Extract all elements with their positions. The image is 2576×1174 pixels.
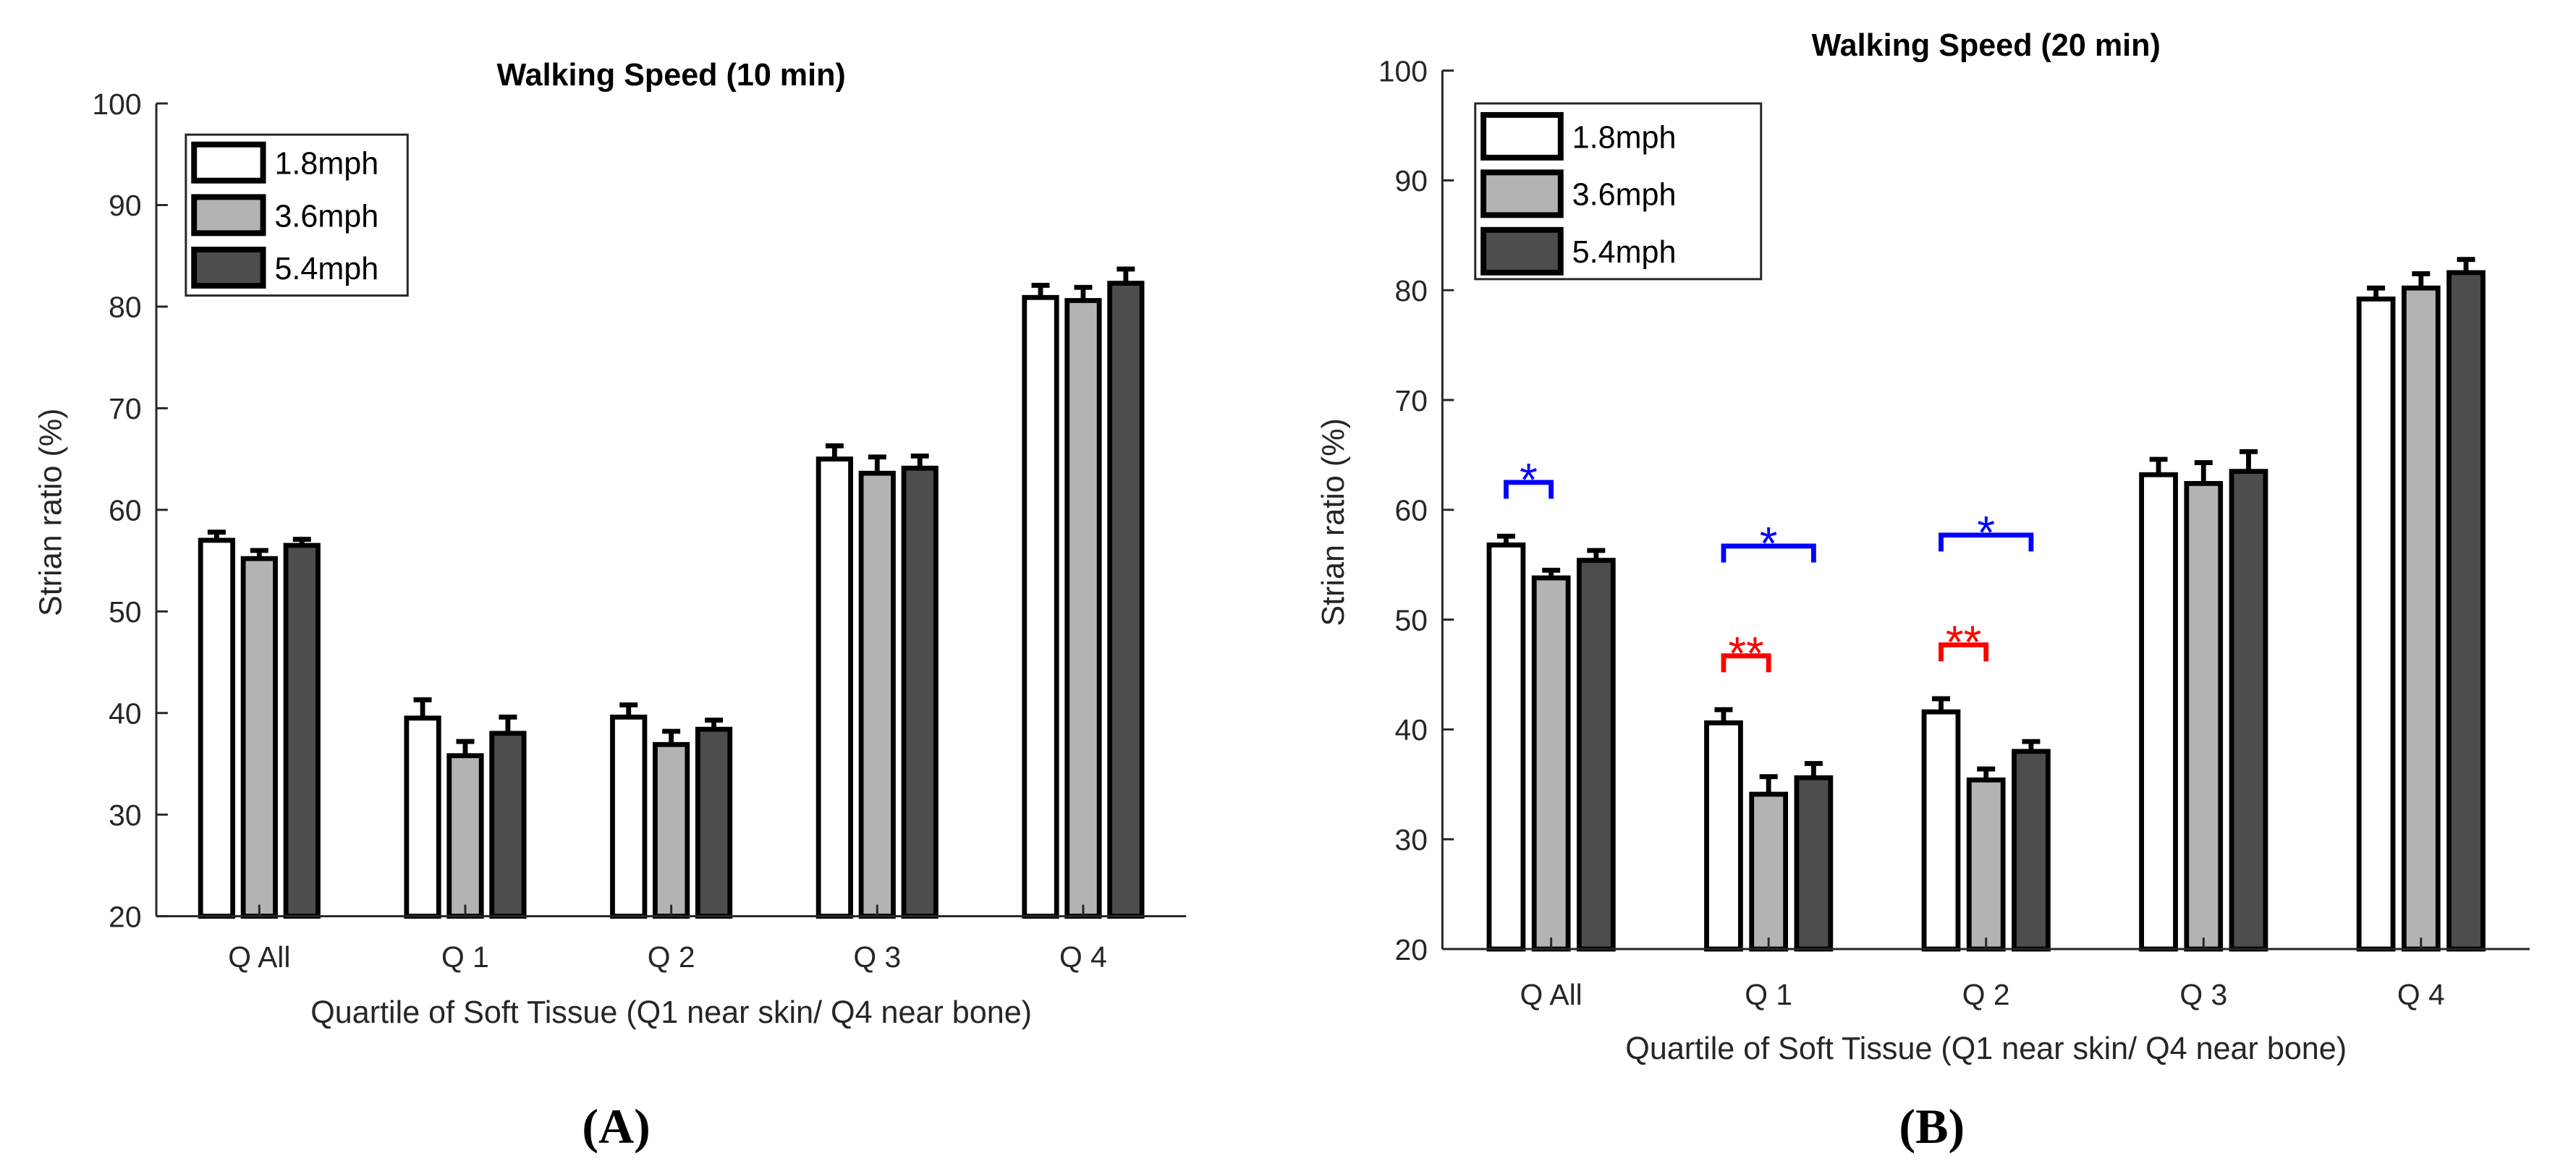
y-tick-label: 50 (109, 595, 141, 629)
legend-label-5-4mph: 5.4mph (1572, 235, 1677, 270)
bar-q-3-3-6mph (2184, 480, 2224, 952)
x-tick-label-q-4: Q 4 (1059, 940, 1107, 974)
bar-q-3-5-4mph (901, 465, 939, 919)
y-axis-label: Strian ratio (%) (33, 408, 68, 616)
legend: 1.8mph 3.6mph 5.4mph (1474, 102, 1763, 281)
bar-q-4-3-6mph (1064, 298, 1102, 919)
bar-q-4-5-4mph (2446, 270, 2486, 952)
bar-q-2-1-8mph (610, 714, 648, 919)
panel-label-b: (B) (1899, 1099, 1965, 1154)
bar-q-2-5-4mph (2012, 749, 2051, 952)
y-tick-label: 90 (1395, 164, 1428, 197)
legend-label-3-6mph: 3.6mph (274, 199, 378, 234)
significance-label: ** (1728, 628, 1763, 679)
x-tick-label-q-all: Q All (228, 940, 290, 974)
bar-q-3-5-4mph (2229, 469, 2268, 952)
bar-q-all-3-6mph (1531, 575, 1571, 952)
bar-q-1-3-6mph (1749, 791, 1789, 952)
x-tick-label-q-2: Q 2 (1962, 978, 2010, 1011)
x-tick-label-q-all: Q All (1520, 978, 1583, 1011)
bar-q-4-1-8mph (1022, 294, 1059, 919)
significance-label: * (1520, 454, 1538, 506)
y-tick-label: 100 (1378, 54, 1428, 88)
y-tick-label: 40 (109, 697, 141, 730)
significance-label: * (1977, 507, 1995, 558)
chart-title: Walking Speed (10 min) (497, 58, 846, 93)
bar-q-all-1-8mph (1486, 542, 1526, 952)
y-tick-label: 80 (1395, 274, 1428, 307)
y-tick-label: 60 (109, 494, 141, 527)
legend-swatch-1-8mph (191, 141, 266, 184)
y-tick-label: 80 (109, 291, 141, 324)
bar-q-1-5-4mph (489, 731, 527, 919)
legend-swatch-3-6mph (1480, 169, 1564, 218)
y-tick-label: 50 (1395, 603, 1428, 637)
chart-title: Walking Speed (20 min) (1812, 28, 2161, 63)
x-tick-label-q-3: Q 3 (2179, 978, 2227, 1011)
legend-label-3-6mph: 3.6mph (1572, 178, 1677, 213)
panel-label-a: (A) (582, 1099, 651, 1154)
y-axis-label: Strian ratio (%) (1316, 418, 1351, 626)
bar-q-1-3-6mph (446, 753, 484, 919)
bar-q-4-5-4mph (1107, 281, 1145, 919)
legend-swatch-5-4mph (1480, 226, 1564, 276)
legend-swatch-5-4mph (191, 247, 266, 289)
legend: 1.8mph 3.6mph 5.4mph (185, 133, 409, 297)
y-tick-label: 20 (109, 900, 141, 933)
significance-bracket (1721, 653, 1771, 673)
x-axis-label: Quartile of Soft Tissue (Q1 near skin/ Q… (310, 995, 1032, 1030)
bar-q-4-1-8mph (2356, 296, 2396, 952)
bar-q-all-5-4mph (283, 543, 321, 919)
bar-q-3-1-8mph (815, 456, 853, 919)
x-tick-label-q-1: Q 1 (441, 940, 489, 974)
y-tick-label: 30 (109, 799, 141, 832)
y-tick-label: 100 (92, 88, 141, 121)
chart-a: Walking Speed (10 min) 20 30 40 50 60 70 80 90 10… (33, 58, 1187, 1030)
x-tick-label-q-3: Q 3 (853, 940, 901, 974)
significance-label: * (1760, 518, 1778, 569)
bar-q-2-1-8mph (1921, 709, 1961, 952)
legend-swatch-3-6mph (191, 194, 266, 237)
y-tick-label: 60 (1395, 494, 1428, 527)
legend-label-5-4mph: 5.4mph (274, 252, 378, 286)
y-tick-label: 20 (1395, 933, 1428, 966)
y-tick-label: 70 (1395, 384, 1428, 417)
bar-q-2-3-6mph (1966, 777, 2006, 952)
bar-q-1-1-8mph (1704, 720, 1743, 952)
bar-q-all-1-8mph (198, 537, 236, 919)
significance-bracket (1939, 532, 2034, 552)
chart-b: Walking Speed (20 min) 20 30 40 50 60 70 80 90 10… (1316, 28, 2530, 1066)
bar-q-all-5-4mph (1577, 558, 1616, 952)
significance-label: ** (1946, 617, 1981, 668)
bar-q-4-3-6mph (2401, 285, 2441, 952)
bar-q-all-3-6mph (240, 556, 278, 919)
bar-q-2-3-6mph (653, 741, 690, 919)
bar-q-2-5-4mph (695, 726, 733, 919)
legend-label-1-8mph: 1.8mph (1572, 120, 1677, 155)
significance-bracket (1504, 480, 1554, 499)
y-tick-label: 70 (109, 392, 141, 425)
significance-bracket (1939, 642, 1989, 662)
x-tick-label-q-1: Q 1 (1745, 978, 1792, 1011)
bar-q-3-3-6mph (858, 470, 896, 919)
bar-q-1-1-8mph (404, 715, 441, 919)
y-tick-label: 40 (1395, 713, 1428, 746)
x-tick-label-q-2: Q 2 (648, 940, 695, 974)
significance-bracket (1721, 543, 1816, 563)
bar-q-3-1-8mph (2139, 472, 2178, 952)
y-tick-label: 90 (109, 189, 141, 222)
legend-swatch-1-8mph (1480, 111, 1564, 161)
y-tick-label: 30 (1395, 823, 1428, 856)
legend-label-1-8mph: 1.8mph (274, 147, 378, 182)
bar-q-1-5-4mph (1794, 775, 1834, 952)
x-tick-label-q-4: Q 4 (2397, 978, 2445, 1011)
x-axis-label: Quartile of Soft Tissue (Q1 near skin/ Q… (1625, 1031, 2347, 1066)
